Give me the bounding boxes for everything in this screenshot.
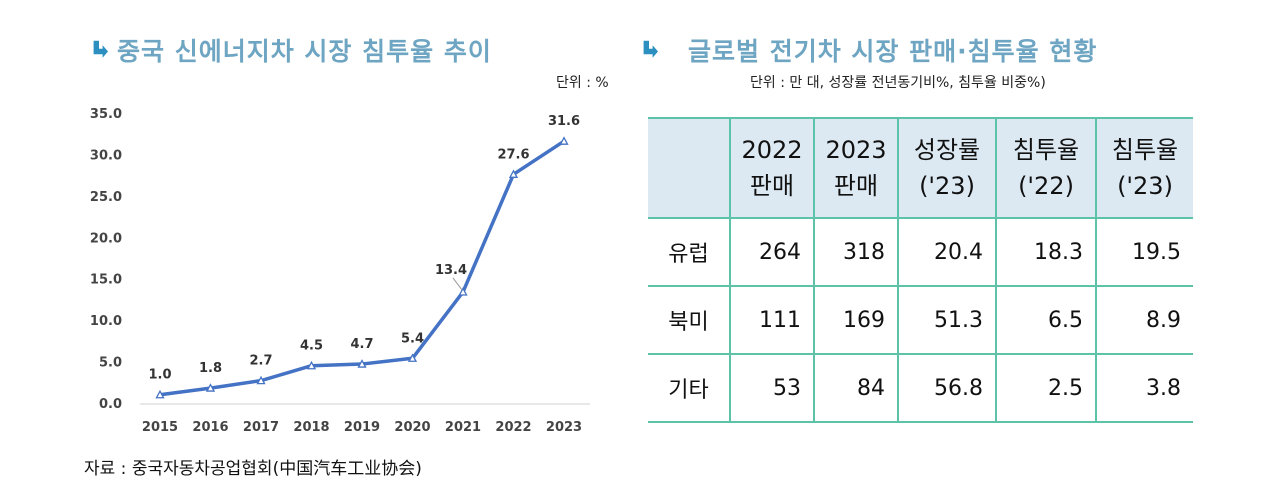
header-cell-penetration-22: 침투율 ('22) bbox=[995, 117, 1097, 219]
table-row: 유럽 264 318 20.4 18.3 19.5 bbox=[648, 217, 1193, 287]
table-row: 기타 53 84 56.8 2.5 3.8 bbox=[648, 353, 1193, 423]
table-cell: 56.8 bbox=[897, 353, 997, 423]
header-cell-2023-sales: 2023 판매 bbox=[813, 117, 899, 219]
data-point bbox=[357, 359, 367, 368]
data-point bbox=[205, 383, 216, 392]
label-leader-line bbox=[452, 277, 463, 291]
x-tick-label: 2017 bbox=[243, 420, 279, 435]
y-tick-label: 15.0 bbox=[90, 273, 122, 288]
region-cell: 기타 bbox=[648, 353, 731, 423]
header-cell-2022-sales: 2022 판매 bbox=[729, 117, 815, 219]
y-tick-label: 5.0 bbox=[99, 356, 122, 371]
series-line bbox=[159, 139, 565, 397]
x-tick-label: 2016 bbox=[192, 420, 228, 435]
table-cell: 2.5 bbox=[995, 353, 1097, 423]
penetration-line-chart: 0.0 5.0 10.0 15.0 20.0 25.0 30.0 35.0 2015 2016 20… bbox=[90, 107, 590, 435]
data-label: 27.6 bbox=[497, 147, 529, 162]
data-label: 4.7 bbox=[350, 337, 373, 352]
table-cell: 169 bbox=[813, 285, 899, 355]
x-tick-label: 2022 bbox=[495, 420, 531, 435]
y-tick-label: 25.0 bbox=[90, 190, 122, 205]
table-cell: 8.9 bbox=[1095, 285, 1193, 355]
table-cell: 264 bbox=[729, 217, 815, 287]
x-tick-label: 2021 bbox=[445, 420, 481, 435]
x-tick-label: 2020 bbox=[394, 420, 430, 435]
data-label: 1.0 bbox=[148, 368, 171, 383]
header-cell-penetration-23: 침투율 ('23) bbox=[1095, 117, 1193, 219]
ev-market-table: 2022 판매 2023 판매 성장률 ('23) 침투율 ('22) 침투율 ('23)… bbox=[648, 117, 1193, 423]
table-cell: 18.3 bbox=[995, 217, 1097, 287]
data-point bbox=[559, 136, 569, 145]
x-tick-label: 2019 bbox=[344, 420, 380, 435]
region-cell: 유럽 bbox=[648, 217, 731, 287]
right-unit-note: 단위 : 만 대, 성장률 전년동기비%, 침투율 비중%) bbox=[750, 75, 1046, 91]
y-tick-label: 20.0 bbox=[90, 231, 122, 246]
table-cell: 6.5 bbox=[995, 285, 1097, 355]
y-tick-label: 0.0 bbox=[99, 397, 122, 412]
y-tick-label: 30.0 bbox=[90, 148, 122, 163]
table-cell: 318 bbox=[813, 217, 899, 287]
table-cell: 51.3 bbox=[897, 285, 997, 355]
left-source-note: 자료 : 중국자동차공업협회(中国汽车工业协会) bbox=[84, 459, 422, 479]
table-cell: 111 bbox=[729, 285, 815, 355]
left-panel-title: 중국 신에너지차 시장 침투율 추이 bbox=[117, 37, 492, 66]
data-label: 5.4 bbox=[401, 331, 424, 346]
x-tick-label: 2018 bbox=[293, 420, 329, 435]
region-cell: 북미 bbox=[648, 285, 731, 355]
data-label: 13.4 bbox=[435, 263, 467, 278]
data-label: 4.5 bbox=[300, 339, 323, 354]
table-cell: 53 bbox=[729, 353, 815, 423]
data-label: 2.7 bbox=[249, 354, 272, 369]
arrow-right-icon bbox=[643, 40, 658, 58]
x-tick-label: 2023 bbox=[546, 420, 582, 435]
table-cell: 3.8 bbox=[1095, 353, 1193, 423]
table-cell: 19.5 bbox=[1095, 217, 1193, 287]
y-tick-label: 35.0 bbox=[90, 107, 122, 122]
data-label: 1.8 bbox=[199, 361, 222, 376]
data-point bbox=[155, 389, 165, 399]
data-point bbox=[508, 169, 519, 178]
left-unit-note: 단위 : % bbox=[556, 75, 609, 91]
table-row: 북미 111 169 51.3 6.5 8.9 bbox=[648, 285, 1193, 355]
data-point bbox=[256, 375, 266, 385]
data-point bbox=[458, 287, 468, 296]
table-cell: 20.4 bbox=[897, 217, 997, 287]
x-tick-label: 2015 bbox=[142, 420, 178, 435]
data-point bbox=[306, 360, 317, 370]
data-label: 31.6 bbox=[548, 114, 580, 129]
table-header-row: 2022 판매 2023 판매 성장률 ('23) 침투율 ('22) 침투율 ('23) bbox=[648, 117, 1193, 219]
y-tick-label: 10.0 bbox=[90, 314, 122, 329]
arrow-right-icon bbox=[93, 40, 108, 58]
data-point bbox=[407, 353, 418, 362]
right-panel-title: 글로벌 전기차 시장 판매·침투율 현황 bbox=[688, 37, 1098, 66]
table-cell: 84 bbox=[813, 353, 899, 423]
header-cell-growth: 성장률 ('23) bbox=[897, 117, 997, 219]
header-cell-region bbox=[648, 117, 731, 219]
